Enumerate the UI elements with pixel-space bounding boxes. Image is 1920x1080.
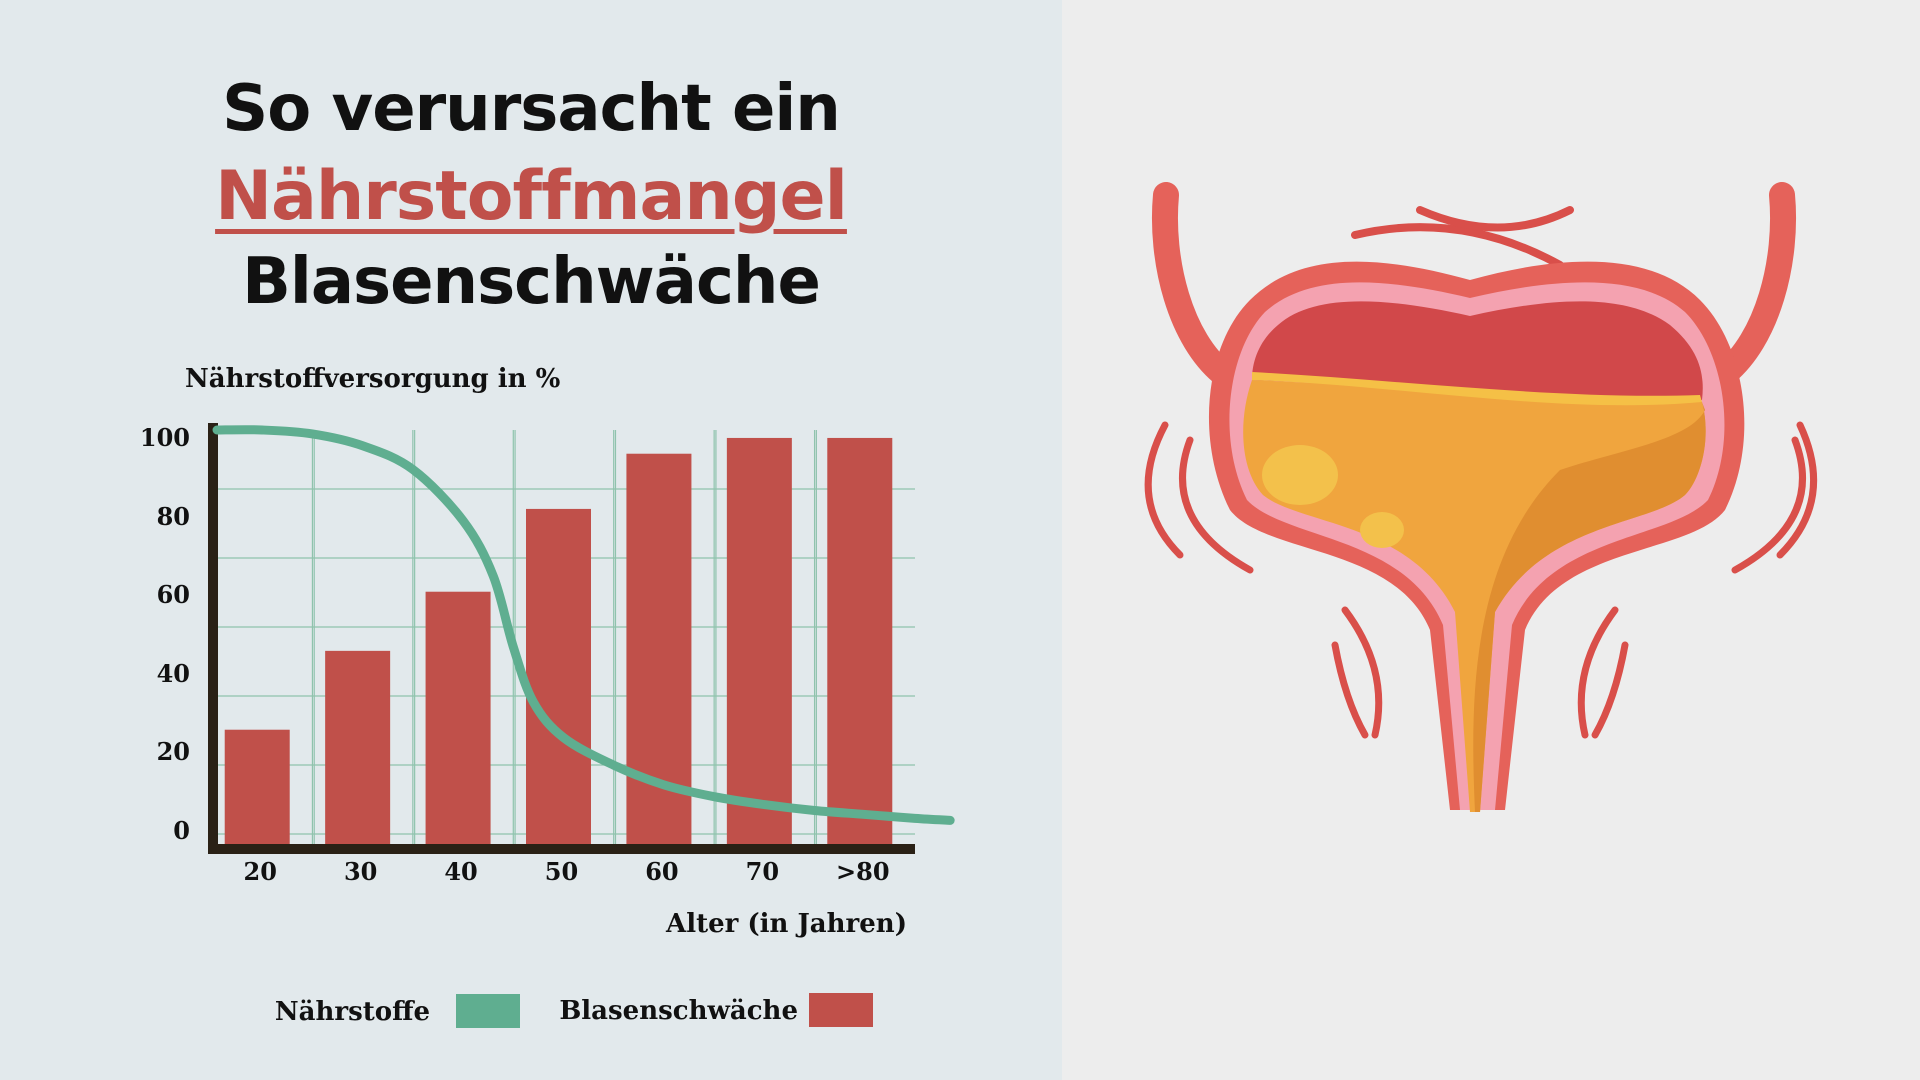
x-axis-title: Alter (in Jahren) <box>665 909 907 939</box>
bladder-illustration-icon <box>1144 182 1818 812</box>
chart-labels: 100 80 60 40 20 0 20 30 40 50 60 70 >80 Nährstoffvers… <box>140 364 907 939</box>
title-line-3: Blasenschwäche <box>242 245 821 319</box>
x-tick-label: 70 <box>746 857 779 886</box>
y-tick-label: 100 <box>140 423 190 452</box>
y-tick-label: 60 <box>157 580 190 609</box>
legend-label-naehrstoffe: Nährstoffe <box>275 997 430 1027</box>
x-tick-label: 50 <box>545 857 578 886</box>
x-tick-label: 20 <box>244 857 277 886</box>
illustration-panel <box>1062 0 1920 1080</box>
legend-swatch-naehrstoffe <box>456 994 520 1028</box>
y-tick-label: 0 <box>173 816 190 845</box>
bar-series <box>224 437 893 844</box>
title-highlight: Nährstoffmangel <box>0 157 1062 236</box>
bar-50 <box>526 508 591 844</box>
series-line-naehrstoffe <box>212 425 955 825</box>
bar-40 <box>425 591 491 844</box>
title-highlight-text: Nährstoffmangel <box>215 157 848 236</box>
x-tick-label: >80 <box>836 857 890 886</box>
y-tick-label: 80 <box>157 502 190 531</box>
y-tick-label: 20 <box>157 737 190 766</box>
x-axis <box>208 844 915 854</box>
y-axis <box>208 423 218 854</box>
chart-legend: Nährstoffe Blasenschwäche <box>275 993 873 1028</box>
bar->80 <box>827 437 893 844</box>
legend-label-blasenschwaeche: Blasenschwäche <box>559 996 798 1026</box>
x-tick-label: 30 <box>344 857 377 886</box>
bar-30 <box>325 650 391 844</box>
bar-20 <box>224 729 290 844</box>
title-line-1: So verursacht ein <box>222 72 841 146</box>
line-series <box>212 425 955 825</box>
bar-70 <box>726 437 792 844</box>
chart-axes <box>208 423 915 854</box>
legend-swatch-blasenschwaeche <box>809 993 873 1027</box>
chart-panel: So verursacht ein Nährstoffmangel Blasen… <box>0 0 1062 1080</box>
x-tick-label: 40 <box>444 857 477 886</box>
x-tick-label: 60 <box>645 857 678 886</box>
bar-chart: 100 80 60 40 20 0 20 30 40 50 60 70 >80 Nährstoffvers… <box>140 364 955 1028</box>
y-tick-label: 40 <box>157 659 190 688</box>
y-axis-title: Nährstoffversorgung in % <box>185 364 561 394</box>
